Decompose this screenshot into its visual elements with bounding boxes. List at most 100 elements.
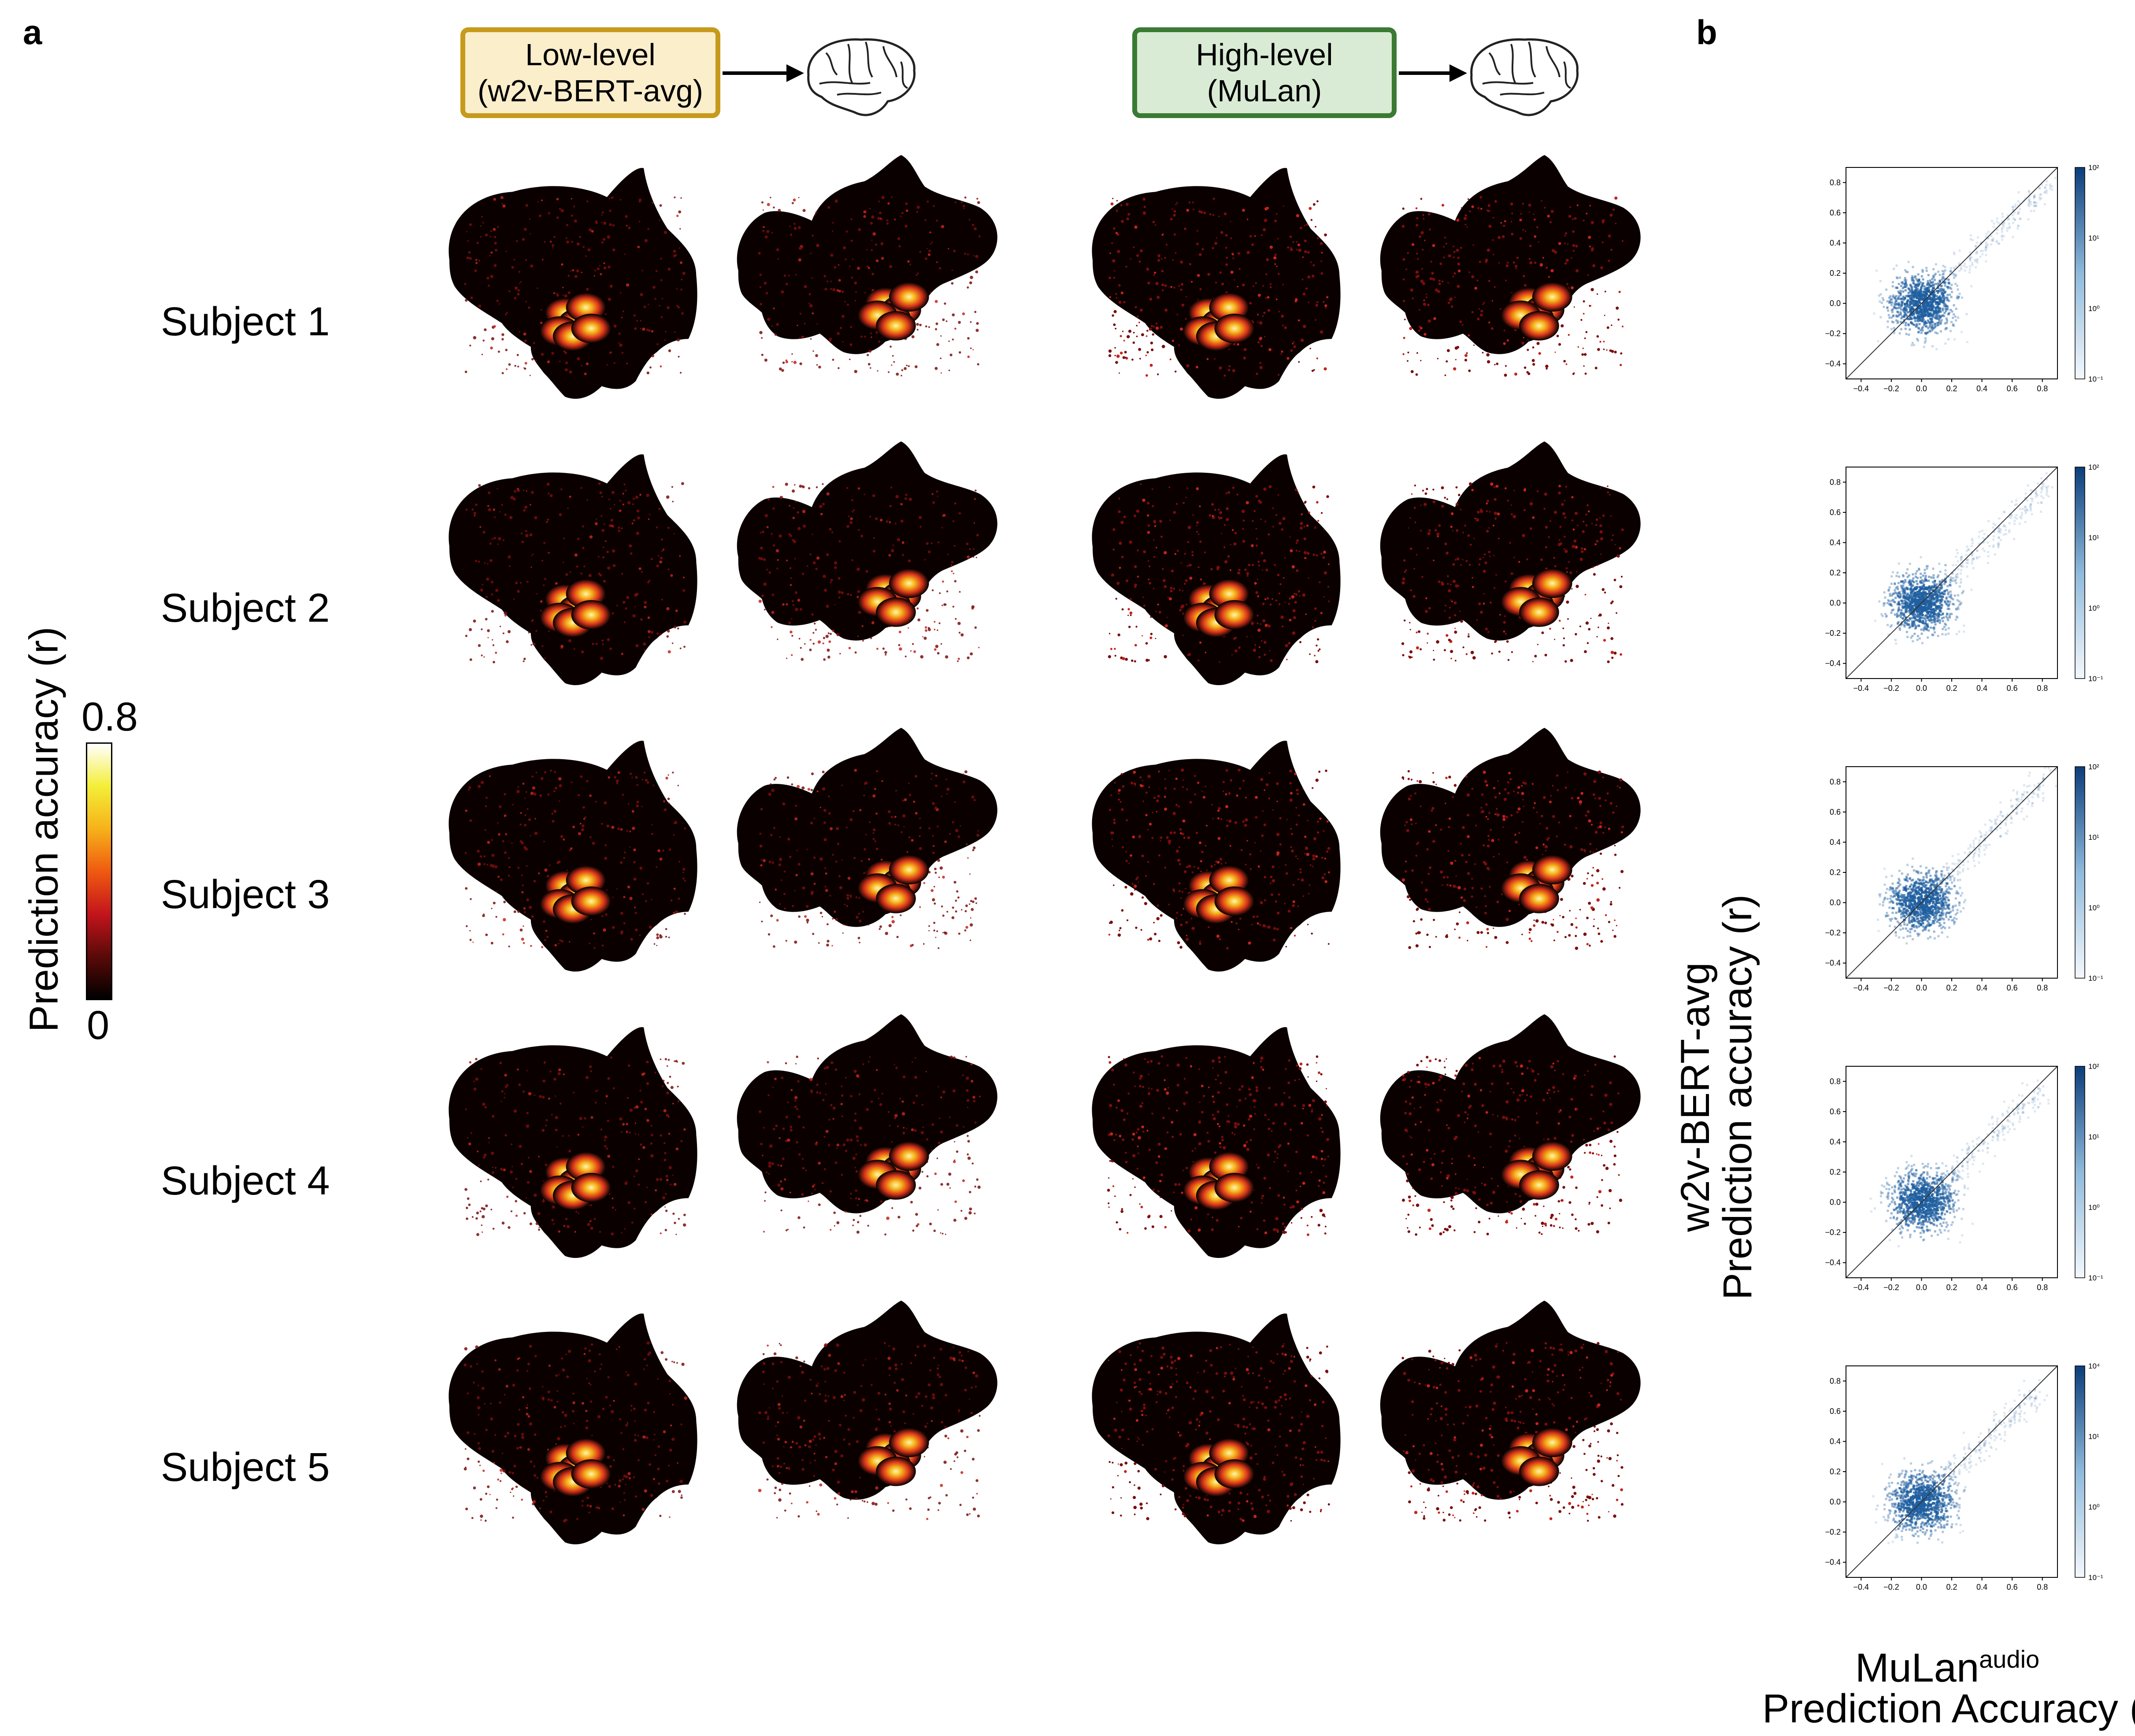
activation-speck [974, 498, 976, 500]
activation-speck [508, 857, 510, 859]
activation-speck [1279, 522, 1282, 525]
activation-speck [662, 1085, 664, 1087]
activation-speck [1155, 1161, 1158, 1164]
activation-speck [1420, 198, 1423, 200]
activation-speck [812, 632, 815, 634]
activation-speck [639, 1090, 641, 1092]
activation-speck [1141, 333, 1144, 337]
activation-speck [1134, 514, 1136, 517]
activation-speck [559, 208, 561, 210]
activation-speck [651, 824, 652, 826]
activation-speck [1223, 546, 1226, 549]
activation-speck [1413, 568, 1416, 570]
activation-speck [504, 1093, 506, 1094]
activation-speck [569, 495, 571, 498]
activation-speck [1262, 1068, 1264, 1071]
activation-speck [670, 574, 673, 577]
activation-speck [967, 1106, 968, 1108]
activation-speck [869, 821, 871, 823]
activation-speck [780, 1187, 784, 1191]
activation-speck [810, 338, 812, 340]
activation-speck [952, 906, 954, 909]
activation-speck [1599, 825, 1602, 828]
activation-speck [1316, 820, 1319, 823]
activation-speck [875, 847, 878, 850]
activation-speck [1277, 374, 1280, 376]
activation-speck [1479, 558, 1482, 560]
activation-speck [607, 566, 611, 570]
activation-speck [502, 933, 504, 936]
activation-speck [809, 639, 812, 641]
activation-speck [1248, 1088, 1251, 1091]
activation-speck [890, 486, 893, 489]
activation-speck [830, 1104, 833, 1106]
activation-speck [1427, 532, 1431, 535]
activation-speck [1583, 365, 1585, 367]
activation-speck [1275, 213, 1278, 215]
activation-speck [1301, 513, 1303, 516]
activation-speck [1153, 797, 1156, 799]
activation-speck [665, 1209, 668, 1212]
activation-speck [934, 784, 938, 787]
activation-speck [1471, 787, 1474, 790]
activation-speck [669, 1076, 671, 1078]
activation-speck [785, 482, 788, 486]
activation-speck [1580, 848, 1583, 851]
activation-speck [611, 826, 615, 829]
activation-speck [935, 775, 938, 777]
right-hemisphere-surface [737, 1014, 997, 1213]
activation-speck [663, 1109, 667, 1113]
activation-speck [1124, 1063, 1128, 1067]
activation-speck [515, 582, 518, 584]
activation-speck [481, 215, 483, 218]
activation-speck [971, 908, 974, 911]
activation-speck [1262, 285, 1264, 287]
activation-speck [473, 336, 477, 340]
activation-speck [1607, 1128, 1610, 1131]
activation-speck [540, 777, 544, 780]
activation-speck [1139, 834, 1141, 836]
activation-speck [1592, 851, 1594, 853]
activation-speck [901, 212, 904, 215]
activation-speck [560, 645, 564, 648]
right-hemisphere-surface [737, 727, 997, 927]
activation-speck [1294, 601, 1297, 604]
activation-speck [1185, 318, 1187, 320]
activation-speck [1427, 632, 1429, 635]
activation-speck [1402, 353, 1405, 356]
activation-speck [1490, 1146, 1492, 1148]
activation-speck [645, 779, 648, 782]
activation-speck [1613, 579, 1616, 582]
activation-speck [1416, 253, 1418, 255]
activation-speck [1505, 487, 1507, 490]
activation-speck [589, 794, 592, 797]
activation-speck [1494, 364, 1496, 366]
activation-speck [1267, 296, 1269, 299]
activation-speck [529, 218, 531, 220]
activation-speck [1308, 301, 1310, 303]
activation-speck [1485, 803, 1488, 806]
activation-speck [618, 342, 620, 344]
activation-speck [1189, 263, 1192, 266]
activation-speck [487, 1179, 489, 1181]
activation-speck [636, 784, 638, 786]
activation-speck [1260, 850, 1261, 852]
activation-speck [483, 656, 485, 658]
activation-speck [647, 616, 650, 619]
activation-speck [777, 638, 778, 640]
activation-speck [1510, 221, 1512, 223]
activation-speck [1170, 218, 1173, 221]
activation-speck [957, 660, 959, 662]
activation-speck [1306, 1134, 1309, 1137]
activation-speck [1455, 886, 1457, 888]
activation-speck [612, 564, 616, 568]
activation-speck [1184, 227, 1186, 230]
activation-speck [1603, 349, 1605, 350]
activation-speck [1465, 861, 1468, 864]
activation-speck [644, 239, 648, 242]
activation-speck [1180, 562, 1182, 564]
activation-speck [1599, 852, 1602, 855]
activation-speck [767, 1094, 770, 1097]
left-hemisphere [448, 454, 697, 686]
activation-speck [1157, 1062, 1160, 1065]
